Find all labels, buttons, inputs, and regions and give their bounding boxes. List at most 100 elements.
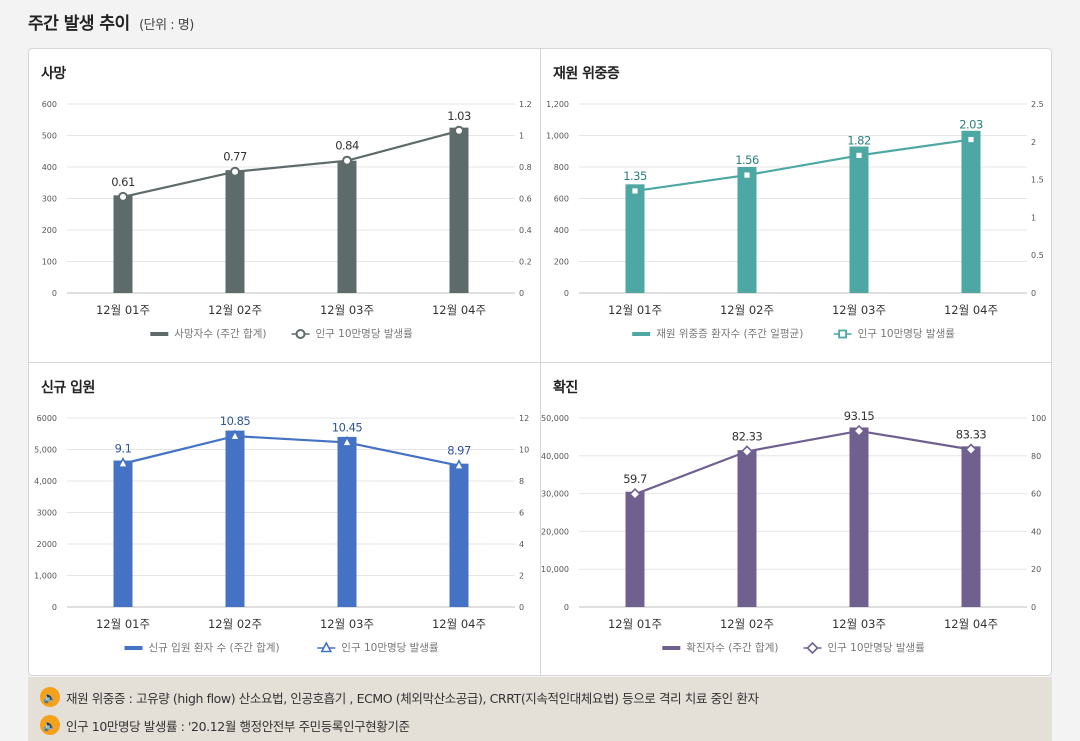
y-tick-right: 0.8 — [519, 163, 532, 172]
x-tick-label: 12월 04주 — [944, 303, 998, 317]
line-point — [628, 488, 642, 501]
y-tick-left: 200 — [42, 226, 57, 235]
data-label: 59.7 — [623, 472, 647, 486]
y-tick-right: 0.5 — [1031, 251, 1044, 260]
chart-title: 사망 — [41, 66, 66, 82]
data-label: 83.33 — [956, 428, 987, 442]
chart-panel-confirmed: 확진 0 10,000 20,000 30,000 40,000 50,000 0 20 40 6… — [541, 363, 1052, 676]
y-tick-left: 5,000 — [34, 446, 57, 455]
y-tick-left: 3000 — [37, 509, 57, 518]
bar — [737, 167, 757, 293]
line-point — [117, 456, 129, 468]
y-tick-right: 20 — [1031, 565, 1041, 574]
chart-title: 재원 위중증 — [553, 66, 620, 82]
bar — [625, 184, 645, 293]
bar — [113, 195, 133, 293]
page-title: 주간 발생 추이 (단위 : 명) — [28, 9, 194, 34]
bar — [961, 130, 981, 293]
y-tick-right: 4 — [519, 540, 524, 549]
y-tick-left: 200 — [554, 258, 569, 267]
bar — [337, 160, 357, 293]
line-point — [964, 443, 978, 456]
bar — [737, 450, 757, 607]
bar — [849, 427, 869, 607]
y-tick-right: 6 — [519, 509, 524, 518]
y-tick-left: 300 — [42, 195, 57, 204]
y-tick-left: 4,000 — [34, 477, 57, 486]
y-tick-left: 2000 — [37, 540, 57, 549]
data-label: 10.85 — [220, 414, 251, 428]
y-tick-right: 2 — [519, 572, 524, 581]
legend-line-marker — [295, 329, 306, 339]
legend-line-marker — [838, 329, 848, 339]
y-tick-left: 400 — [42, 163, 57, 172]
data-label: 2.03 — [959, 118, 983, 132]
legend-line-label: 인구 10만명당 발생률 — [858, 328, 956, 340]
y-tick-left: 500 — [42, 132, 57, 141]
x-tick-label: 12월 03주 — [832, 617, 886, 631]
bar — [449, 463, 469, 607]
y-tick-left: 1,200 — [546, 100, 569, 109]
line-point — [454, 125, 464, 136]
legend-bar-label: 사망자수 (주간 합계) — [174, 328, 266, 340]
legend-line-label: 인구 10만명당 발생률 — [341, 642, 439, 654]
line-point — [966, 135, 976, 144]
y-tick-right: 0.6 — [519, 195, 532, 204]
line-point — [453, 459, 465, 471]
bar — [449, 127, 469, 293]
charts-container: 사망 0 100 200 300 400 500 600 0 0.2 0.4 0.6 0.8 1 1.2 1… — [28, 48, 1052, 676]
y-tick-left: 30,000 — [541, 490, 569, 499]
data-label: 1.03 — [447, 109, 471, 123]
y-tick-right: 0 — [1031, 603, 1036, 612]
y-tick-left: 600 — [554, 195, 569, 204]
y-tick-right: 10 — [519, 446, 529, 455]
x-tick-label: 12월 02주 — [720, 617, 774, 631]
line-point — [852, 424, 866, 438]
y-tick-left: 0 — [564, 289, 569, 298]
x-tick-label: 12월 03주 — [320, 303, 374, 317]
x-tick-label: 12월 02주 — [208, 617, 262, 631]
line-point — [342, 155, 352, 166]
y-tick-right: 1 — [519, 132, 524, 141]
divider-horizontal — [29, 362, 1051, 363]
y-tick-right: 60 — [1031, 490, 1041, 499]
x-tick-label: 12월 04주 — [432, 617, 486, 631]
line-point — [630, 186, 640, 196]
y-tick-right: 2.5 — [1031, 100, 1044, 109]
chart-panel-admission: 신규 입원 0 1,000 2000 3000 4,000 5,000 6000 0 2 4 6 8 1… — [29, 363, 540, 676]
speaker-icon: 🔈 — [40, 715, 60, 735]
legend-bar-label: 신규 입원 환자 수 (주간 합계) — [149, 641, 280, 654]
y-tick-right: 12 — [519, 414, 529, 423]
y-tick-left: 0 — [52, 289, 57, 298]
y-tick-left: 10,000 — [541, 565, 569, 574]
y-tick-right: 1.5 — [1031, 176, 1044, 185]
x-tick-label: 12월 03주 — [320, 617, 374, 631]
y-tick-right: 0 — [519, 603, 524, 612]
chart-panel-deaths: 사망 0 100 200 300 400 500 600 0 0.2 0.4 0.6 0.8 1 1.2 1… — [29, 49, 540, 362]
bar — [337, 436, 357, 607]
y-tick-right: 2 — [1031, 138, 1036, 147]
bar — [225, 430, 245, 607]
x-tick-label: 12월 01주 — [608, 617, 662, 631]
legend-line-label: 인구 10만명당 발생률 — [828, 642, 926, 654]
data-label: 10.45 — [332, 420, 363, 434]
data-label: 1.35 — [623, 169, 647, 183]
y-tick-left: 40,000 — [541, 452, 569, 461]
line-point — [740, 445, 754, 458]
y-tick-right: 0.2 — [519, 258, 532, 267]
chart-title: 신규 입원 — [41, 380, 95, 396]
y-tick-left: 800 — [554, 163, 569, 172]
y-tick-right: 0 — [519, 289, 524, 298]
line-point — [230, 166, 240, 177]
note-text: 인구 10만명당 발생률 : '20.12월 행정안전부 주민등록인구현황기준 — [66, 718, 410, 734]
y-tick-left: 1,000 — [34, 572, 57, 581]
unit-label: (단위 : 명) — [139, 18, 194, 33]
chart-svg-severe: 0 200 400 600 800 1,000 1,200 0 0.5 1 1.5 2 2.5 12월 0… — [546, 100, 1044, 340]
x-tick-label: 12월 01주 — [608, 303, 662, 317]
legend-bar-swatch — [124, 646, 143, 650]
line-series — [634, 429, 972, 496]
y-tick-left: 0 — [52, 603, 57, 612]
x-tick-label: 12월 01주 — [96, 617, 150, 631]
legend-bar-swatch — [632, 332, 651, 336]
bar — [625, 491, 645, 607]
